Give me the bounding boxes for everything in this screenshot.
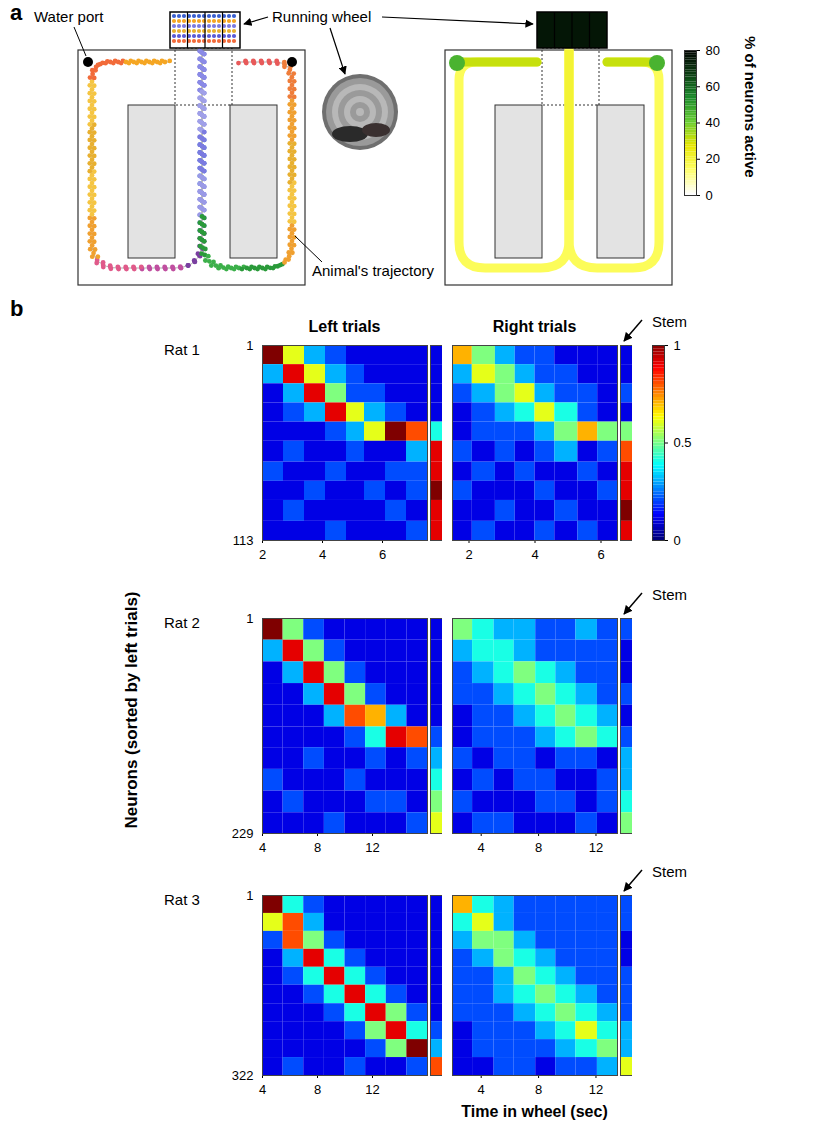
svg-text:20: 20 (706, 151, 720, 166)
svg-text:4: 4 (259, 840, 266, 855)
svg-text:6: 6 (597, 547, 604, 562)
svg-text:1: 1 (246, 338, 253, 353)
svg-text:12: 12 (365, 1082, 379, 1097)
svg-text:0: 0 (706, 188, 713, 203)
svg-text:4: 4 (478, 840, 485, 855)
html-text:Rat 2: Rat 2 (164, 614, 200, 631)
html-text:Stem: Stem (652, 586, 687, 603)
svg-text:2: 2 (259, 547, 266, 562)
svg-text:12: 12 (589, 840, 603, 855)
html-text:Neurons (sorted by left trials: Neurons (sorted by left trials) (122, 591, 141, 829)
svg-text:4: 4 (319, 547, 326, 562)
html-text:Right trials: Right trials (492, 318, 577, 335)
svg-text:8: 8 (535, 1082, 542, 1097)
svg-text:6: 6 (379, 547, 386, 562)
svg-text:12: 12 (589, 1082, 603, 1097)
svg-text:8: 8 (535, 840, 542, 855)
svg-text:8: 8 (314, 1082, 321, 1097)
html-text:a: a (10, 0, 23, 25)
svg-text:1: 1 (674, 338, 681, 353)
svg-text:Water port: Water port (34, 8, 104, 25)
svg-text:0.5: 0.5 (674, 435, 692, 450)
svg-text:60: 60 (706, 79, 720, 94)
svg-text:12: 12 (365, 840, 379, 855)
svg-text:Running wheel: Running wheel (272, 8, 371, 25)
svg-text:4: 4 (259, 1082, 266, 1097)
svg-text:1: 1 (246, 611, 253, 626)
svg-text:1: 1 (246, 888, 253, 903)
svg-text:40: 40 (706, 115, 720, 130)
svg-text:0: 0 (674, 533, 681, 548)
svg-text:8: 8 (314, 840, 321, 855)
svg-text:113: 113 (233, 533, 254, 548)
svg-text:4: 4 (531, 547, 538, 562)
svg-text:4: 4 (478, 1082, 485, 1097)
html-text:Stem: Stem (652, 863, 687, 880)
html-text:Rat 1: Rat 1 (164, 341, 200, 358)
html-text:Left trials: Left trials (308, 318, 381, 335)
svg-text:229: 229 (232, 826, 254, 841)
svg-text:80: 80 (706, 43, 720, 58)
html-text:Rat 3: Rat 3 (164, 891, 200, 908)
svg-text:2: 2 (465, 547, 472, 562)
svg-text:Animal's trajectory: Animal's trajectory (312, 262, 435, 279)
html-text:Time in wheel (sec): Time in wheel (sec) (461, 1103, 608, 1120)
html-text:b: b (10, 296, 24, 321)
html-text:Stem: Stem (652, 313, 687, 330)
html-text:% of neurons active: % of neurons active (742, 36, 759, 178)
svg-text:322: 322 (232, 1068, 254, 1083)
